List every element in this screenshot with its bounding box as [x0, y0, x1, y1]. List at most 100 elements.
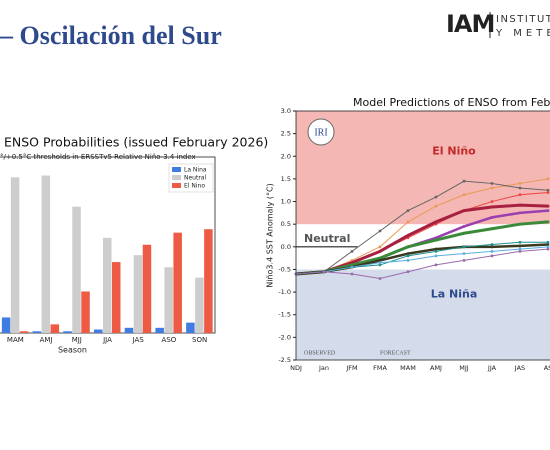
model-point — [378, 249, 382, 253]
model-point — [462, 179, 466, 183]
model-point — [546, 191, 550, 194]
model-point — [518, 182, 522, 185]
band — [296, 269, 550, 360]
model-point — [490, 254, 494, 258]
legend-swatch — [172, 175, 181, 180]
bar — [204, 229, 213, 333]
x-tick-label: MAM — [400, 364, 416, 372]
model-point — [490, 227, 494, 231]
model-point — [490, 186, 494, 190]
bar — [1, 317, 11, 333]
model-point — [518, 222, 522, 226]
y-tick-label: -1.0 — [278, 288, 291, 296]
bar — [50, 324, 60, 333]
model-point — [406, 259, 410, 262]
x-tick-label: JAS — [514, 364, 525, 372]
model-point — [546, 243, 550, 246]
model-point — [490, 182, 494, 185]
model-point — [546, 240, 550, 244]
model-point — [518, 203, 522, 207]
x-tick-label: AMJ — [430, 364, 442, 372]
bar — [103, 237, 112, 333]
legend-label: La Nina — [184, 167, 207, 174]
x-tick-label: JJA — [102, 336, 112, 344]
x-tick-label: AMJ — [40, 336, 53, 344]
model-point — [434, 254, 438, 258]
legend-label: Neutral — [184, 175, 206, 182]
bar — [63, 331, 72, 333]
model-point — [546, 245, 550, 249]
band — [296, 111, 550, 225]
model-point — [462, 252, 466, 256]
bar — [81, 291, 90, 333]
bar — [133, 255, 143, 333]
bar — [19, 331, 29, 333]
model-point — [406, 245, 410, 249]
y-tick-label: 2.0 — [281, 152, 291, 160]
y-tick-label: 1.0 — [281, 198, 291, 206]
x-tick-label: Jan — [318, 364, 329, 372]
logo: IAM — [446, 10, 494, 38]
legend-swatch — [172, 183, 181, 188]
model-point — [406, 252, 410, 256]
x-tick-label: AS — [544, 364, 550, 372]
bar — [72, 206, 81, 333]
model-point — [490, 249, 494, 253]
model-chart: Model Predictions of ENSO from Feb 2026 N… — [266, 96, 550, 372]
model-point — [378, 256, 382, 260]
x-tick-label: JFM — [345, 364, 357, 372]
model-line — [295, 246, 549, 275]
bar — [94, 329, 103, 333]
model-point — [462, 231, 466, 235]
plot-frame — [295, 110, 550, 361]
model-point — [462, 245, 466, 249]
model-point — [518, 211, 522, 215]
logo-text: INSTITUTO — [496, 14, 550, 25]
model-point — [434, 195, 438, 199]
model-point — [546, 204, 550, 208]
model-point — [378, 259, 382, 262]
forecast-label: FORECAST — [380, 350, 411, 356]
model-point — [518, 240, 522, 244]
x-tick-label: MJJ — [72, 336, 82, 344]
model-point — [350, 263, 354, 267]
model-point — [462, 209, 466, 213]
model-point — [490, 245, 494, 249]
y-axis-label: Niño3.4 SST Anomaly (°C) — [266, 183, 275, 287]
bar — [186, 322, 195, 333]
model-point — [434, 263, 438, 267]
model-point — [490, 215, 494, 219]
bar — [10, 177, 20, 333]
model-point — [378, 261, 382, 265]
model-point — [434, 247, 438, 251]
model-line — [295, 180, 549, 275]
bar — [164, 267, 173, 333]
model-point — [462, 225, 466, 228]
model-point — [378, 263, 382, 267]
y-tick-label: -0.5 — [278, 265, 291, 273]
model-point — [490, 200, 494, 203]
x-tick-label: NDJ — [290, 364, 302, 372]
model-point — [406, 270, 410, 274]
x-tick-label: MAM — [7, 336, 24, 344]
y-tick-label: 0.0 — [281, 243, 291, 251]
y-tick-label: 3.0 — [281, 107, 291, 115]
bar — [173, 232, 182, 333]
y-tick-label: 2.5 — [281, 130, 291, 138]
model-line — [295, 248, 549, 280]
bar — [124, 327, 134, 333]
bar — [32, 331, 42, 333]
model-point — [462, 193, 466, 197]
band-label: La Niña — [431, 288, 478, 301]
bar — [195, 277, 204, 333]
probability-chart: ENSO Probabilities (issued February 2026… — [0, 135, 268, 355]
model-point — [378, 245, 382, 249]
model-point — [350, 249, 354, 253]
model-point — [546, 247, 550, 251]
model-point — [546, 188, 550, 192]
reference-label: Neutral — [304, 232, 350, 245]
y-tick-label: -1.5 — [278, 311, 291, 319]
